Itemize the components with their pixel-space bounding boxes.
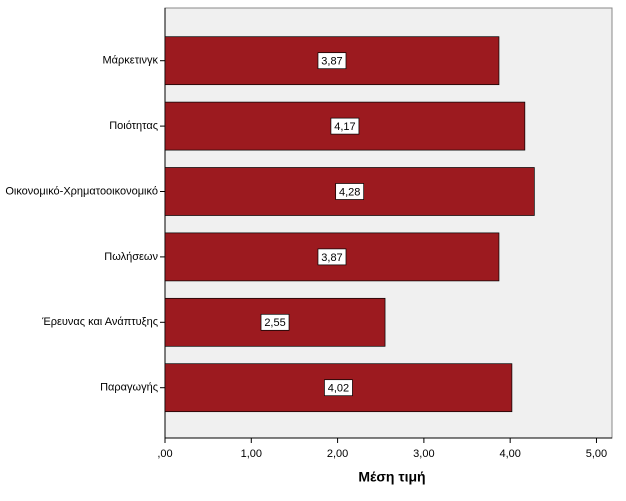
value-label: 4,02 bbox=[328, 383, 349, 395]
value-label: 3,87 bbox=[321, 252, 342, 264]
value-label-box bbox=[330, 117, 360, 135]
value-label-box bbox=[324, 379, 353, 397]
y-tick-label: Έρευνας και Ανάπτυξης bbox=[41, 316, 158, 328]
x-tick-label: 2,00 bbox=[327, 448, 348, 460]
value-label: 3,87 bbox=[321, 56, 342, 68]
value-label-box bbox=[335, 183, 365, 200]
y-tick-label: Παραγωγής bbox=[100, 382, 158, 394]
x-tick-label: ,00 bbox=[157, 448, 172, 460]
value-label-box bbox=[317, 248, 347, 266]
y-tick-label: Ποιότητας bbox=[109, 120, 158, 132]
value-label: 4,28 bbox=[339, 186, 360, 198]
x-axis-title: Μέση τιμή bbox=[358, 469, 425, 485]
y-tick-label: Πωλήσεων bbox=[104, 251, 158, 263]
value-label: 4,17 bbox=[334, 121, 355, 133]
value-label-box bbox=[317, 52, 347, 70]
value-label-box bbox=[260, 313, 290, 331]
x-tick-label: 1,00 bbox=[241, 448, 262, 460]
y-tick-label: Οικονομικό-Χρηματοοικονομικό bbox=[5, 185, 158, 197]
x-tick-label: 5,00 bbox=[586, 448, 607, 460]
x-tick-label: 3,00 bbox=[413, 448, 434, 460]
value-label: 2,55 bbox=[264, 317, 285, 329]
y-tick-label: Μάρκετινγκ bbox=[103, 55, 159, 67]
x-tick-label: 4,00 bbox=[499, 448, 520, 460]
